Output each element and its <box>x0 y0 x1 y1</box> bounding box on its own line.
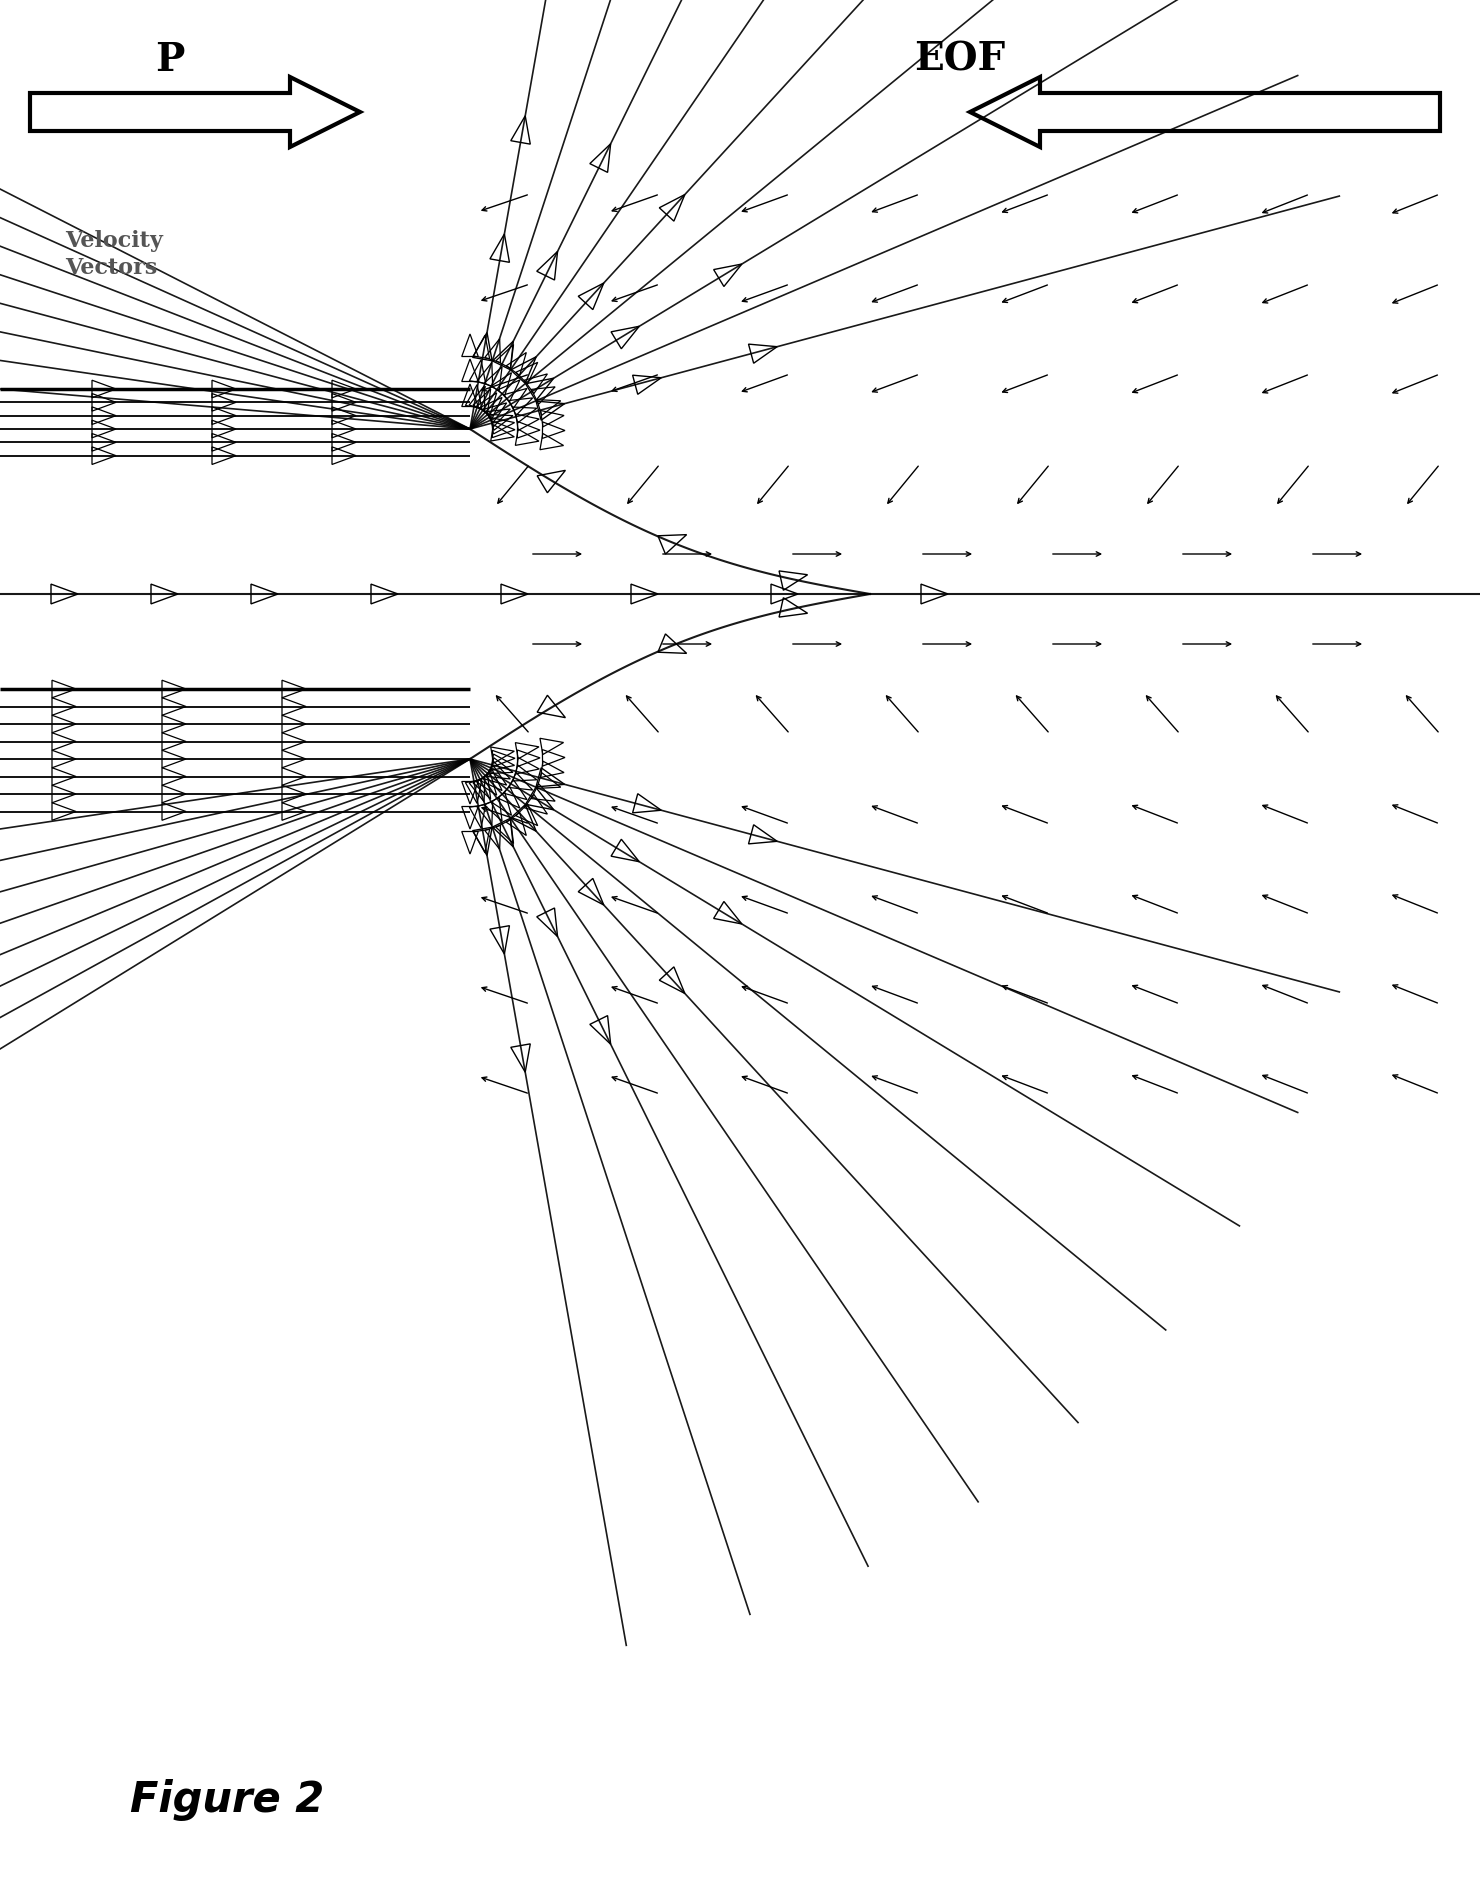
Text: P: P <box>155 42 185 79</box>
Text: EOF: EOF <box>915 42 1005 79</box>
FancyArrow shape <box>30 77 360 147</box>
Text: Velocity
Vectors: Velocity Vectors <box>65 230 163 280</box>
FancyArrow shape <box>969 77 1440 147</box>
Text: Figure 2: Figure 2 <box>130 1778 324 1819</box>
